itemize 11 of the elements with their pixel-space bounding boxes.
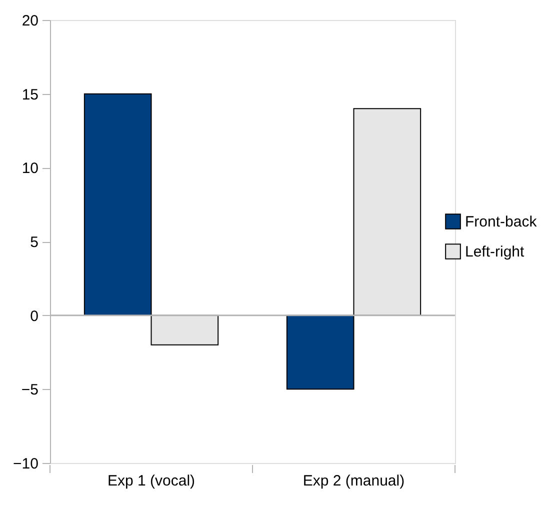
y-tick-label: 20 bbox=[22, 12, 38, 30]
y-tick-label: −5 bbox=[21, 382, 38, 399]
legend-label: Left-right bbox=[465, 244, 526, 260]
y-tick-label: 15 bbox=[22, 86, 38, 104]
legend-label: Front-back bbox=[465, 214, 538, 230]
y-tick-label: 10 bbox=[22, 160, 38, 178]
y-tick-label: 0 bbox=[30, 308, 38, 325]
y-tick-label: −10 bbox=[13, 456, 38, 472]
x-tick-label: Exp 2 (manual) bbox=[302, 472, 405, 490]
y-tick-label: 5 bbox=[30, 234, 38, 251]
x-tick-label: Exp 1 (vocal) bbox=[107, 472, 196, 490]
